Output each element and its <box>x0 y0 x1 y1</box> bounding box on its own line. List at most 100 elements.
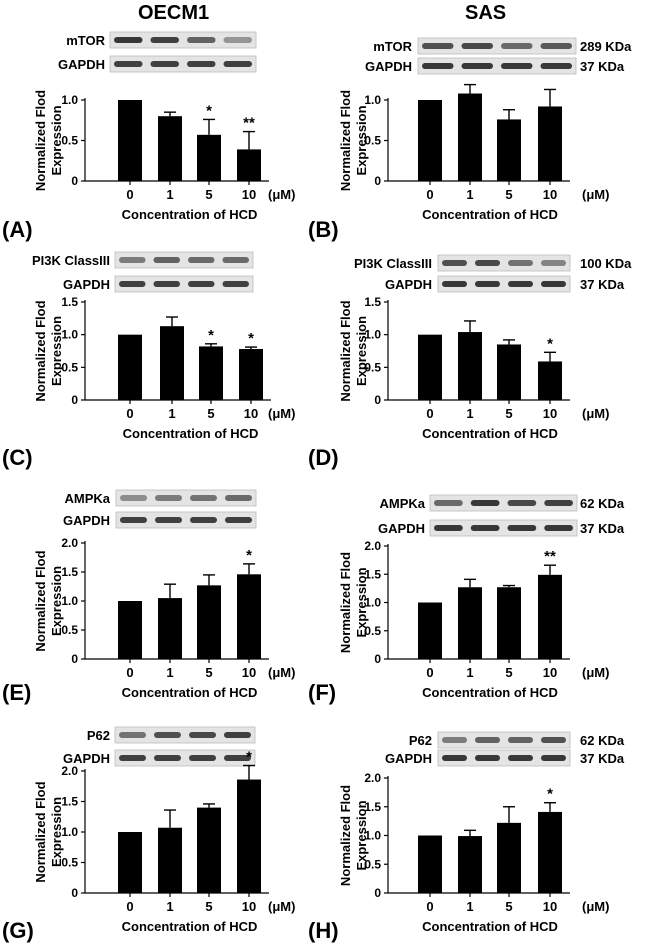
blot-label: PI3K ClassIII <box>32 253 110 268</box>
blot-label: GAPDH <box>378 521 425 536</box>
column-title-oecm1: OECM1 <box>138 2 210 24</box>
unit-label: (μM) <box>268 665 295 680</box>
significance-marker: * <box>547 335 553 352</box>
y-tick-label: 0.5 <box>61 360 78 374</box>
blot-band <box>190 495 217 501</box>
panel-label: (F) <box>308 680 336 705</box>
bar <box>458 332 482 400</box>
y-tick-label: 1.0 <box>61 328 78 342</box>
bar <box>538 811 562 893</box>
y-tick-label: 0.5 <box>364 857 381 871</box>
x-axis-label: Concentration of HCD <box>422 685 558 700</box>
panel-label: (C) <box>2 445 33 470</box>
blot-label: mTOR <box>373 39 412 54</box>
bar <box>538 106 562 181</box>
kda-label: 289 KDa <box>580 39 632 54</box>
blot-band <box>461 43 493 49</box>
y-tick-label: 0 <box>71 393 78 407</box>
y-tick-label: 1.5 <box>364 295 381 309</box>
y-tick-label: 1.0 <box>61 825 78 839</box>
x-tick-label: 0 <box>126 899 133 914</box>
unit-label: (μM) <box>268 187 295 202</box>
blot-band <box>544 525 573 531</box>
blot-band <box>188 281 215 287</box>
blot-band <box>224 755 251 761</box>
unit-label: (μM) <box>582 406 609 421</box>
panel-label: (A) <box>2 217 33 242</box>
y-tick-label: 2.0 <box>364 771 381 785</box>
x-axis-label: Concentration of HCD <box>122 207 258 222</box>
blot-label: GAPDH <box>63 513 110 528</box>
x-tick-label: 1 <box>166 899 173 914</box>
y-tick-label: 0 <box>374 652 381 666</box>
y-tick-label: 0 <box>374 393 381 407</box>
y-tick-label: 1.5 <box>364 567 381 581</box>
blot-band <box>154 755 181 761</box>
blot-band <box>119 257 146 263</box>
significance-marker: * <box>246 547 252 564</box>
blot-strip <box>437 731 571 749</box>
blot-label: PI3K ClassIII <box>354 256 432 271</box>
bar <box>160 326 184 400</box>
bar <box>197 807 221 893</box>
panel-label: (H) <box>308 918 339 943</box>
bar <box>497 822 521 893</box>
blot-band <box>442 737 467 743</box>
blot-label: GAPDH <box>63 751 110 766</box>
y-tick-label: 1.5 <box>61 565 78 579</box>
x-axis-label: Concentration of HCD <box>122 685 258 700</box>
blot-label: P62 <box>87 728 110 743</box>
x-tick-label: 10 <box>543 899 557 914</box>
x-tick-label: 10 <box>242 665 256 680</box>
blot-band <box>187 61 216 67</box>
y-tick-label: 1.0 <box>364 93 381 107</box>
chart-panel-7: P62 GAPDH 0 0.5 1.0 1.5 2.0 0 1 5 * 10 (μM) Concentra… <box>2 726 295 943</box>
bar <box>237 149 261 181</box>
x-tick-label: 5 <box>205 187 212 202</box>
blot-band <box>223 37 252 43</box>
x-tick-label: 10 <box>244 406 258 421</box>
bar <box>458 836 482 893</box>
y-tick-label: 0 <box>374 174 381 188</box>
y-axis-label: Normalized FlodExpression <box>33 781 64 882</box>
blot-band <box>544 500 573 506</box>
significance-marker: ** <box>544 548 556 565</box>
blot-band <box>150 37 179 43</box>
y-tick-label: 1.0 <box>61 93 78 107</box>
blot-band <box>475 281 500 287</box>
kda-label: 37 KDa <box>580 751 625 766</box>
blot-band <box>475 737 500 743</box>
blot-label: GAPDH <box>63 277 110 292</box>
blot-band <box>541 755 566 761</box>
blot-band <box>120 517 147 523</box>
bar <box>158 598 182 659</box>
x-tick-label: 0 <box>426 665 433 680</box>
bar <box>418 835 442 893</box>
y-tick-label: 1.0 <box>61 594 78 608</box>
blot-band <box>119 281 146 287</box>
y-tick-label: 2.0 <box>364 539 381 553</box>
y-axis-label: Normalized FlodExpression <box>338 785 369 886</box>
blot-band <box>470 500 500 506</box>
blot-band <box>501 63 533 69</box>
blot-strip <box>114 275 254 293</box>
y-tick-label: 0.5 <box>61 623 78 637</box>
bar <box>538 361 562 400</box>
x-tick-label: 5 <box>205 899 212 914</box>
x-tick-label: 5 <box>505 665 512 680</box>
bar <box>239 349 263 400</box>
blot-strip <box>109 31 257 49</box>
blot-strip <box>115 511 257 529</box>
blot-band <box>508 260 533 266</box>
blot-band <box>114 61 143 67</box>
x-axis-label: Concentration of HCD <box>422 207 558 222</box>
y-tick-label: 0 <box>71 652 78 666</box>
blot-band <box>541 260 566 266</box>
bar <box>237 779 261 893</box>
x-tick-label: 5 <box>207 406 214 421</box>
y-tick-label: 2.0 <box>61 536 78 550</box>
x-tick-label: 1 <box>166 187 173 202</box>
blot-band <box>434 500 463 506</box>
unit-label: (μM) <box>268 406 295 421</box>
blot-band <box>190 517 217 523</box>
